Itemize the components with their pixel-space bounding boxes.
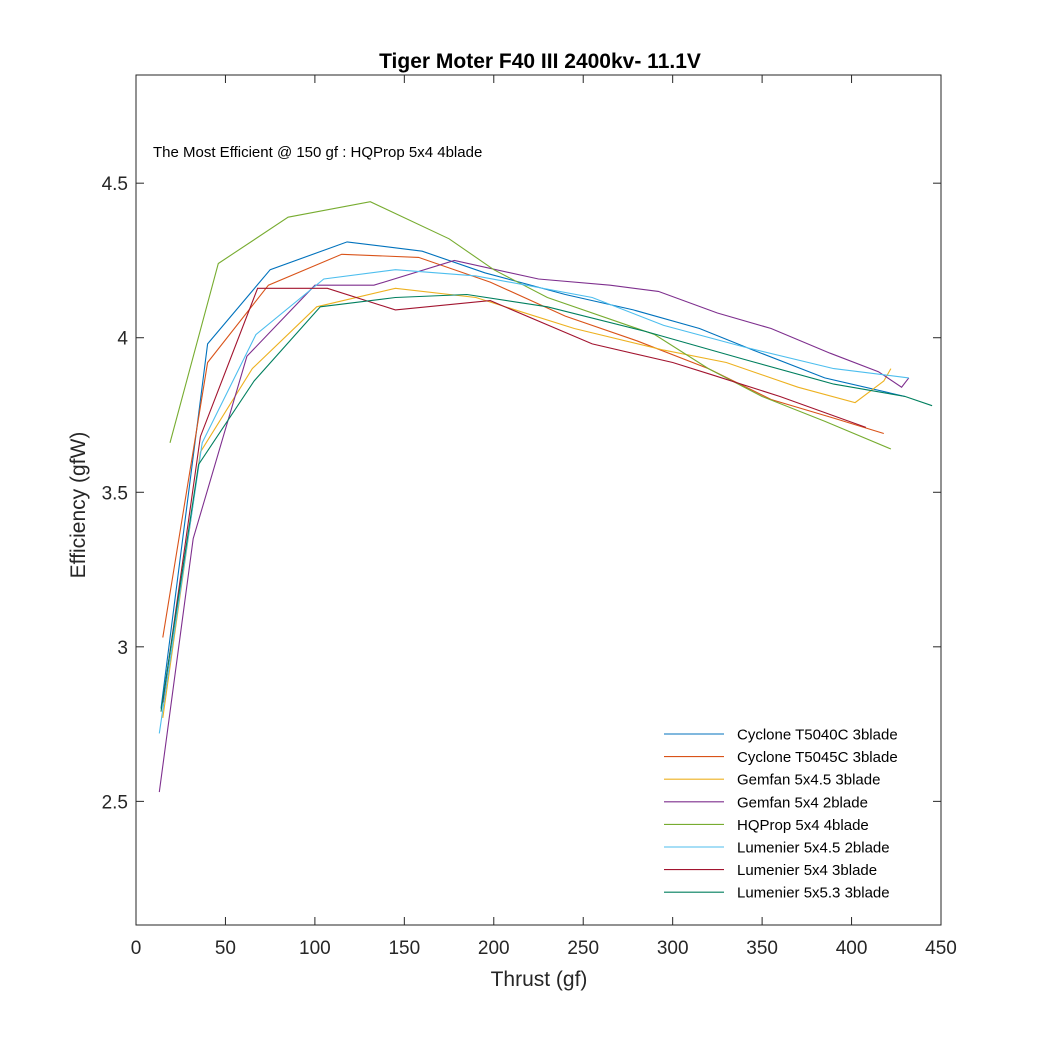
legend-item: Cyclone T5045C 3blade (664, 749, 898, 766)
legend-item: Lumenier 5x4 3blade (664, 862, 877, 879)
x-tick-label: 100 (299, 938, 331, 959)
series-line-4 (169, 201, 892, 450)
legend-item: Lumenier 5x4.5 2blade (664, 840, 890, 857)
chart-title: Tiger Moter F40 III 2400kv- 11.1V (379, 50, 701, 73)
x-tick-label: 450 (925, 938, 957, 959)
legend-label: Lumenier 5x4.5 2blade (737, 840, 890, 857)
legend-label: Gemfan 5x4 2blade (737, 794, 868, 811)
legend-item: HQProp 5x4 4blade (664, 817, 869, 834)
plot-area: 0 50 100 150 200 250 300 350 400 450 2.5 3 3.5 4 4.5 (102, 74, 957, 959)
x-tick-label: 50 (215, 938, 236, 959)
series-line-7 (160, 293, 933, 712)
series-line-3 (158, 259, 910, 793)
series-line-1 (162, 253, 884, 638)
legend-item: Gemfan 5x4.5 3blade (664, 772, 880, 789)
legend-label: Lumenier 5x5.3 3blade (737, 885, 890, 902)
legend-label: Gemfan 5x4.5 3blade (737, 772, 880, 789)
legend-label: Cyclone T5045C 3blade (737, 749, 898, 766)
x-tick-label: 0 (131, 938, 142, 959)
y-tick-label: 2.5 (102, 792, 128, 813)
series-line-2 (162, 287, 892, 718)
legend-item: Cyclone T5040C 3blade (664, 727, 898, 744)
x-tick-label: 350 (746, 938, 778, 959)
y-tick-label: 4 (117, 329, 128, 350)
x-tick-label: 200 (478, 938, 510, 959)
tick-layer: 0 50 100 150 200 250 300 350 400 450 2.5 3 3.5 4 4.5 (102, 75, 957, 959)
annotation-text: The Most Efficient @ 150 gf : HQProp 5x4… (153, 144, 482, 161)
x-tick-label: 150 (388, 938, 420, 959)
series-layer (158, 201, 933, 793)
legend-item: Gemfan 5x4 2blade (664, 794, 868, 811)
x-tick-label: 400 (836, 938, 868, 959)
series-line-0 (160, 241, 906, 709)
y-axis-label: Efficiency (gfW) (67, 432, 90, 579)
series-line-5 (158, 269, 909, 734)
series-line-6 (162, 287, 867, 703)
y-tick-label: 3 (117, 638, 128, 659)
legend-label: HQProp 5x4 4blade (737, 817, 869, 834)
legend: Cyclone T5040C 3blade Cyclone T5045C 3bla… (664, 727, 898, 902)
axes-box (135, 74, 942, 926)
legend-label: Lumenier 5x4 3blade (737, 862, 877, 879)
y-tick-label: 3.5 (102, 483, 128, 504)
legend-item: Lumenier 5x5.3 3blade (664, 885, 890, 902)
y-tick-label: 4.5 (102, 174, 128, 195)
x-tick-label: 300 (657, 938, 689, 959)
x-axis-label: Thrust (gf) (491, 968, 588, 991)
x-tick-label: 250 (567, 938, 599, 959)
legend-label: Cyclone T5040C 3blade (737, 727, 898, 744)
